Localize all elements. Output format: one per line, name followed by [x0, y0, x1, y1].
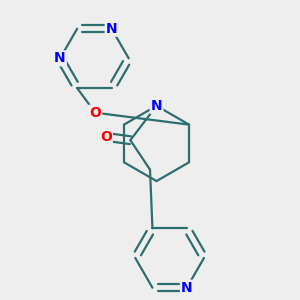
Text: O: O: [89, 106, 101, 120]
Text: N: N: [54, 51, 66, 65]
Text: N: N: [106, 22, 117, 36]
Text: O: O: [100, 130, 112, 144]
Text: N: N: [151, 99, 162, 113]
Text: N: N: [181, 281, 193, 295]
